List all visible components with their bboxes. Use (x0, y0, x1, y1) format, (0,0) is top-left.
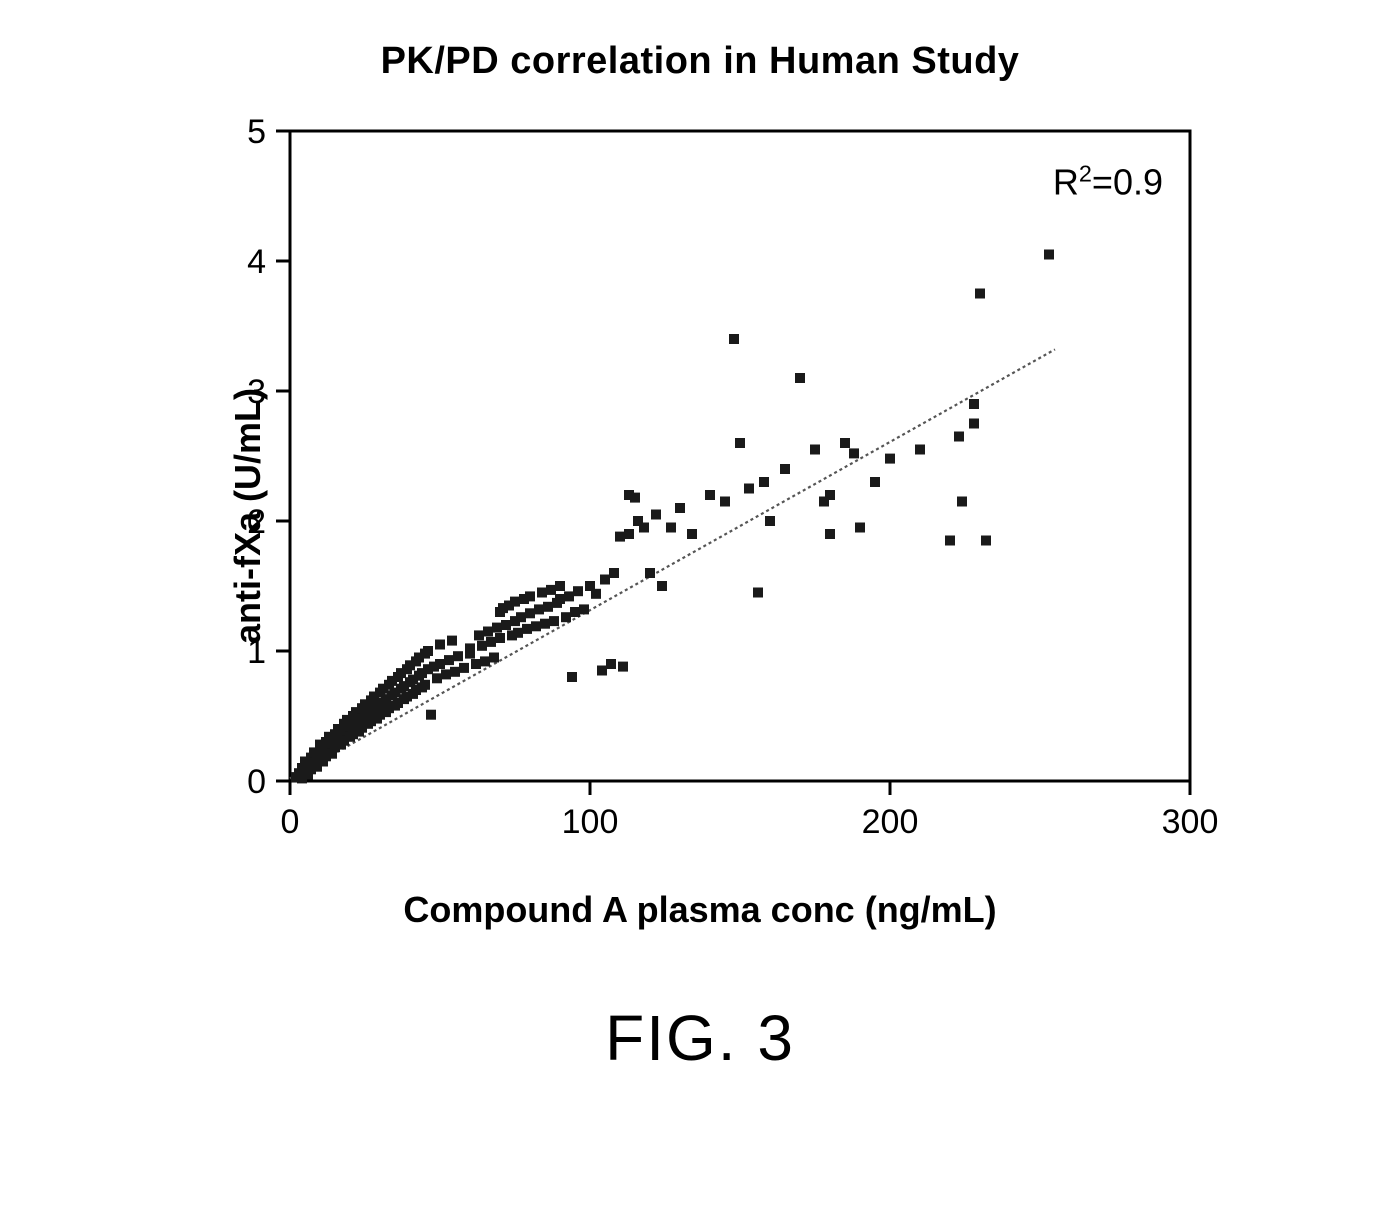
chart-title: PK/PD correlation in Human Study (140, 40, 1260, 83)
svg-text:4: 4 (247, 243, 266, 281)
plot-area: anti-fXa (U/mL) 0100200300012345R2=0.9 C… (180, 101, 1260, 931)
scatter-plot-svg: 0100200300012345R2=0.9 (180, 101, 1220, 881)
svg-text:0: 0 (247, 763, 266, 801)
x-axis-label: Compound A plasma conc (ng/mL) (180, 889, 1220, 931)
y-axis-label: anti-fXa (U/mL) (227, 388, 269, 644)
svg-text:300: 300 (1162, 803, 1219, 841)
svg-text:200: 200 (862, 803, 919, 841)
svg-text:0: 0 (281, 803, 300, 841)
svg-text:R2=0.9: R2=0.9 (1053, 161, 1163, 203)
svg-text:100: 100 (562, 803, 619, 841)
svg-text:5: 5 (247, 113, 266, 151)
figure-caption: FIG. 3 (140, 1001, 1260, 1075)
figure-container: PK/PD correlation in Human Study anti-fX… (140, 40, 1260, 1075)
